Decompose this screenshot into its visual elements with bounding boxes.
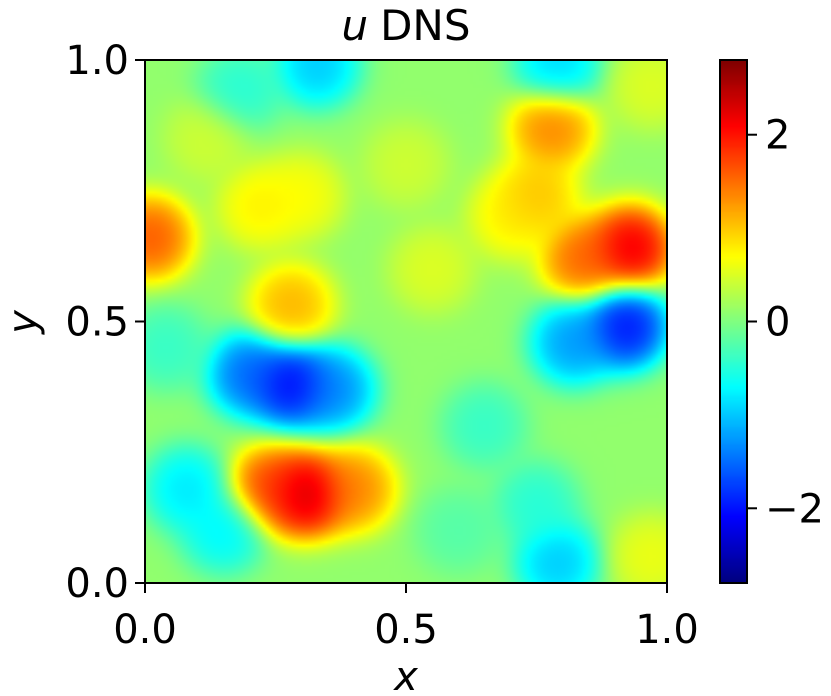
y-tick-label: 1.0 xyxy=(65,38,129,84)
y-tick-label: 0.0 xyxy=(65,561,129,607)
x-tick-label: 1.0 xyxy=(635,607,699,653)
colorbar-gradient xyxy=(720,60,747,583)
x-axis-label: x xyxy=(392,654,418,696)
x-tick-label: 0.0 xyxy=(113,607,177,653)
colorbar-tick-label: 2 xyxy=(765,113,790,159)
plot-area xyxy=(144,59,668,584)
colorbar-ticks: −2 0 2 xyxy=(747,113,824,532)
y-tick-label: 0.5 xyxy=(65,300,129,346)
colorbar-tick-label: 0 xyxy=(765,300,790,346)
x-tick-label: 0.5 xyxy=(374,607,438,653)
colorbar-tick-label: −2 xyxy=(765,486,824,532)
y-axis: 0.0 0.5 1.0 xyxy=(65,38,145,607)
chart-title: u DNS xyxy=(341,1,470,50)
x-axis: 0.0 0.5 1.0 xyxy=(113,583,699,653)
y-axis-label: y xyxy=(0,309,46,335)
colorbar: −2 0 2 xyxy=(719,59,824,584)
heatmap-image xyxy=(145,60,667,583)
